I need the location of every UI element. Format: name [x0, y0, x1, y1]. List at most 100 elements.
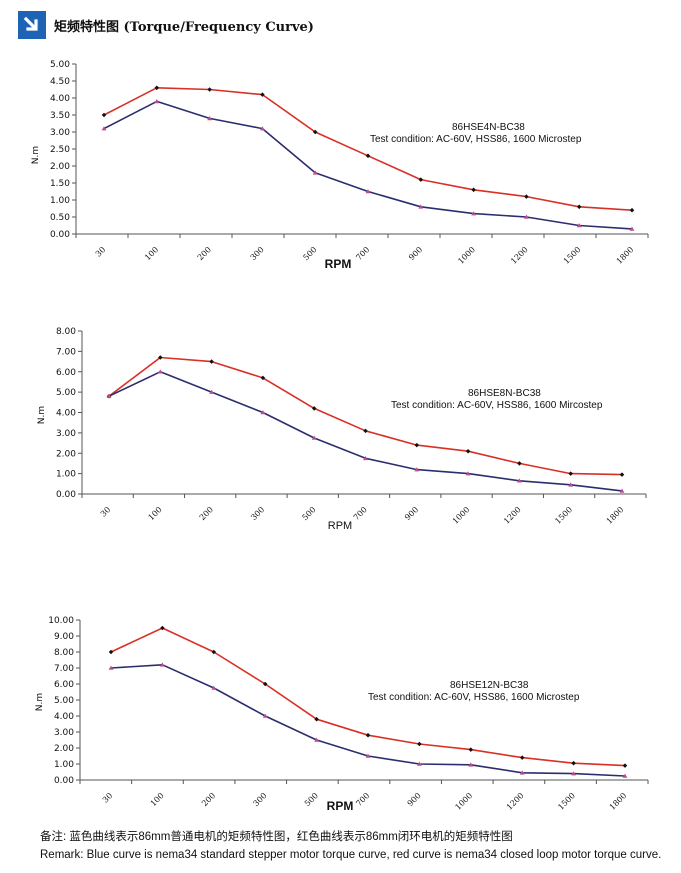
x-axis-label: RPM	[325, 257, 352, 271]
x-tick-label: 1800	[605, 505, 626, 526]
x-tick-label: 1800	[615, 245, 636, 266]
x-tick-label: 900	[403, 505, 420, 522]
blue-series-point	[517, 478, 522, 483]
red-series-point	[465, 448, 471, 454]
remark-chinese: 备注: 蓝色曲线表示86mm普通电机的矩频特性图，红色曲线表示86mm闭环电机的…	[40, 831, 513, 843]
blue-series-point	[262, 713, 268, 718]
blue-series-point	[314, 737, 319, 742]
y-tick-label: 8.00	[56, 327, 76, 337]
y-tick-label: 8.00	[54, 648, 74, 658]
chart-title: 86HSE8N-BC38	[468, 388, 541, 399]
torque-chart-86hse12n: 0.00 1.00 2.00 3.00 4.00 5.00 6.00 7.00 8.00 9.00…	[35, 616, 649, 813]
blue-series-line	[103, 100, 633, 230]
y-axis-label: N.m	[31, 146, 41, 164]
blue-series-point	[471, 211, 476, 216]
test-condition: Test condition: AC-60V, HSS86, 1600 Mirc…	[391, 400, 603, 411]
blue-series-point	[622, 773, 628, 778]
x-tick-label: 1500	[562, 245, 583, 266]
red-series-point	[260, 375, 266, 381]
red-series-point	[568, 471, 573, 476]
x-tick-label: 300	[251, 791, 268, 808]
x-tick-label: 30	[99, 505, 113, 519]
page-title: 矩频特性图 (Torque/Frequency Curve)	[54, 19, 314, 35]
blue-series-point	[209, 389, 214, 394]
red-series-point	[519, 755, 525, 760]
y-tick-label: 0.00	[50, 230, 70, 240]
y-tick-label: 7.00	[56, 347, 76, 357]
blue-series-point	[465, 471, 471, 476]
x-axis-label: RPM	[328, 520, 352, 532]
red-series-point	[468, 747, 474, 752]
x-tick-label: 300	[249, 505, 266, 522]
y-tick-label: 4.00	[50, 94, 70, 104]
red-series-point	[414, 442, 420, 448]
x-tick-label: 500	[300, 505, 317, 522]
blue-series-point	[571, 771, 576, 776]
section-header: 矩频特性图 (Torque/Frequency Curve)	[18, 10, 314, 40]
red-series-point	[211, 649, 217, 655]
test-condition: Test condition: AC-60V, HSS86, 1600 Micr…	[370, 134, 582, 145]
blue-series-point	[157, 369, 163, 374]
blue-series-point	[106, 393, 112, 398]
x-tick-label: 1500	[553, 505, 574, 526]
red-series-point	[154, 85, 160, 91]
x-tick-label: 100	[149, 791, 166, 808]
torque-chart-86hse8n: 0.00 1.00 2.00 3.00 4.00 5.00 6.00 7.00 8.00 30 10…	[37, 327, 647, 532]
y-tick-label: 1.50	[50, 179, 70, 189]
x-tick-label: 1200	[502, 505, 523, 526]
x-tick-label: 500	[301, 245, 318, 262]
red-series-point	[158, 355, 163, 360]
x-tick-label: 700	[354, 791, 371, 808]
y-tick-label: 0.00	[56, 490, 76, 500]
chart-title: 86HSE12N-BC38	[450, 680, 529, 691]
y-tick-label: 6.00	[56, 368, 76, 378]
blue-series-point	[418, 204, 424, 209]
red-series-point	[418, 177, 424, 182]
y-tick-label: 4.00	[56, 409, 76, 419]
blue-series-point	[311, 435, 317, 440]
blue-series-point	[363, 455, 368, 461]
y-tick-label: 5.00	[54, 696, 74, 706]
y-tick-label: 2.00	[54, 744, 74, 754]
blue-series-point	[101, 126, 107, 131]
blue-series-point	[414, 467, 420, 472]
x-tick-label: 300	[249, 245, 266, 262]
blue-series-point	[260, 126, 265, 131]
blue-series-point	[260, 410, 266, 415]
red-series-point	[417, 741, 422, 747]
y-tick-label: 3.00	[54, 728, 74, 738]
red-series-point	[524, 194, 529, 199]
y-tick-label: 4.50	[50, 77, 70, 87]
y-tick-label: 9.00	[54, 632, 74, 642]
blue-series-point	[524, 214, 529, 219]
red-series-point	[517, 461, 522, 466]
blue-series-point	[629, 226, 635, 231]
x-tick-label: 1000	[451, 505, 472, 526]
blue-series-point	[417, 761, 422, 766]
x-tick-label: 200	[198, 505, 215, 522]
y-tick-label: 1.00	[56, 470, 76, 480]
y-tick-label: 3.00	[50, 128, 70, 138]
blue-series-line	[110, 663, 626, 777]
y-tick-label: 3.00	[56, 429, 76, 439]
red-series-point	[471, 187, 476, 193]
blue-series-point	[207, 116, 212, 121]
red-series-point	[576, 204, 582, 210]
y-tick-label: 7.00	[54, 664, 74, 674]
red-series-point	[160, 625, 165, 631]
y-tick-label: 10.00	[48, 616, 74, 626]
blue-series-point	[576, 223, 582, 228]
x-tick-label: 1000	[456, 245, 477, 266]
x-tick-label: 1200	[505, 791, 526, 812]
blue-series-point	[312, 170, 318, 175]
red-series-point	[629, 207, 635, 213]
blue-series-point	[568, 482, 574, 487]
red-series-point	[262, 681, 268, 687]
x-tick-label: 1200	[509, 245, 530, 266]
y-tick-label: 3.50	[50, 111, 70, 121]
blue-series-point	[365, 189, 371, 194]
x-tick-label: 30	[101, 791, 115, 805]
x-tick-label: 500	[303, 791, 320, 808]
chart-title: 86HSE4N-BC38	[452, 122, 525, 133]
x-tick-label: 200	[196, 245, 213, 262]
